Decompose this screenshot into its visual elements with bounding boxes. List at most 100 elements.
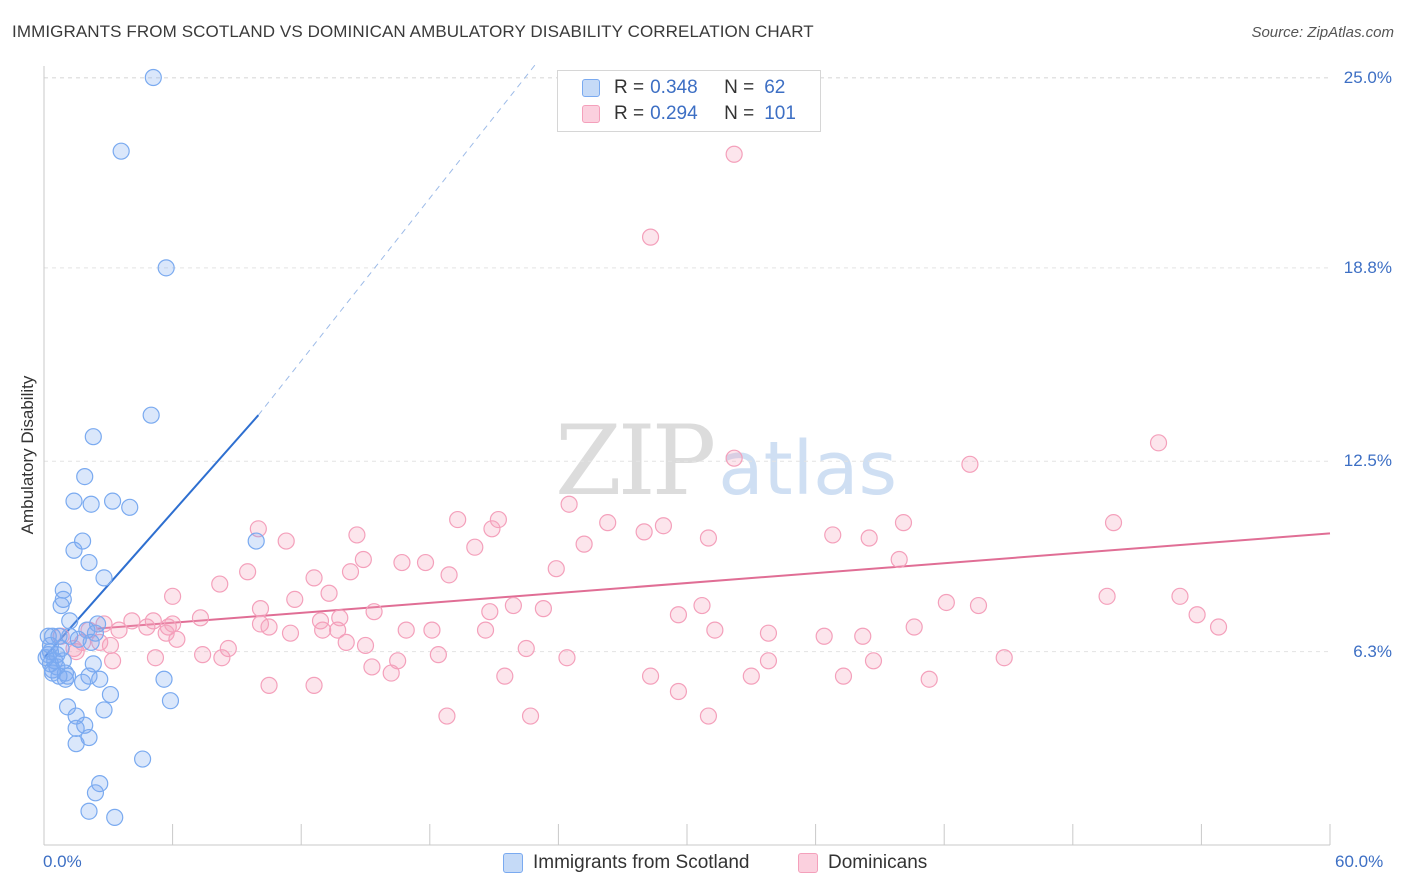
dominicans-point <box>348 526 366 544</box>
dominicans-point <box>337 633 355 651</box>
scotland-point <box>73 673 92 691</box>
dominicans-point <box>144 612 162 630</box>
r-value: 0.348 <box>650 77 698 98</box>
dominicans-point <box>110 621 128 639</box>
dominicans-point <box>496 667 514 685</box>
dominicans-point <box>481 603 499 621</box>
stats-legend: R = 0.348 N = 62 R = 0.294 N = 101 <box>557 70 821 132</box>
dominicans-point <box>641 667 660 685</box>
dominicans-point <box>260 618 278 636</box>
dominicans-point <box>314 621 332 639</box>
dominicans-point <box>286 590 304 609</box>
x-tick-label-min: 0.0% <box>43 852 82 871</box>
dominicans-point <box>191 609 210 627</box>
dominicans-point <box>824 526 842 544</box>
scotland-point <box>91 670 109 688</box>
dominicans-point <box>995 649 1013 667</box>
dominicans-point <box>320 584 338 602</box>
dominicans-point <box>157 624 175 642</box>
scotland-point <box>95 701 113 719</box>
axes <box>43 66 1331 846</box>
dominicans-point <box>168 630 186 648</box>
dominicans-point <box>742 667 760 685</box>
dominicans-point <box>194 646 212 664</box>
dominicans-point <box>905 618 923 636</box>
legend-label-scotland: Immigrants from Scotland <box>533 852 750 873</box>
dominicans-point <box>860 529 878 547</box>
n-value: 62 <box>764 77 786 98</box>
dominicans-point <box>575 535 593 553</box>
dominicans-point <box>1104 514 1123 532</box>
dominicans-point <box>281 624 300 642</box>
dominicans-point <box>815 627 833 645</box>
dominicans-point <box>699 529 718 547</box>
dominicans-point <box>669 606 688 624</box>
scotland-point <box>65 492 83 510</box>
dominicans-point <box>699 707 718 725</box>
dominicans-point <box>382 664 400 682</box>
dominicans-point <box>354 550 372 569</box>
scotland-point <box>121 498 139 516</box>
dominicans-point <box>164 587 182 605</box>
dominicans-point <box>95 615 113 633</box>
dominicans-point <box>521 707 540 725</box>
scotland-point <box>103 492 122 510</box>
dominicans-point <box>558 649 576 667</box>
dominicans-point <box>517 639 535 658</box>
dominicans-point <box>1098 587 1116 605</box>
legend-swatch-scotland <box>503 853 523 873</box>
dominicans-point <box>251 600 270 618</box>
dominicans-point <box>101 636 120 655</box>
x-tick-label-max: 60.0% <box>1335 852 1384 871</box>
scotland-point <box>84 428 102 446</box>
dominicans-point <box>635 523 653 541</box>
scotland-point <box>106 808 124 826</box>
scotland-point <box>91 774 109 793</box>
dominicans-point <box>239 563 257 581</box>
dominicans-point <box>329 621 347 639</box>
legend-swatch-dominicans <box>798 853 818 873</box>
y-tick-label: 12.5% <box>1343 451 1392 471</box>
scotland-point <box>65 541 83 559</box>
dominicans-point <box>103 652 122 670</box>
dominicans-point <box>219 639 237 658</box>
dominicans-point <box>534 600 552 618</box>
dominicans-point <box>834 667 853 685</box>
scotland-point <box>80 667 98 685</box>
dominicans-point <box>305 569 323 587</box>
scotland-point <box>67 735 85 753</box>
scotland-point <box>82 495 100 513</box>
dominicans-point <box>864 652 883 670</box>
dominicans-point <box>466 538 484 556</box>
chart-title: IMMIGRANTS FROM SCOTLAND VS DOMINICAN AM… <box>12 22 814 41</box>
dominicans-point <box>759 624 778 642</box>
dominicans-swatch <box>582 105 600 123</box>
dominicans-point <box>440 566 458 584</box>
r-value: 0.294 <box>650 103 698 124</box>
dominicans-point <box>423 621 441 639</box>
dominicans-point <box>213 649 231 667</box>
dominicans-point <box>560 495 578 513</box>
dominicans-point <box>706 621 724 639</box>
dominicans-point <box>654 517 673 535</box>
dominicans-point <box>669 682 688 701</box>
dominicans-point <box>363 658 381 676</box>
n-value: 101 <box>764 103 796 124</box>
scotland-point <box>142 406 160 424</box>
dominicans-point <box>894 514 913 532</box>
n-label: N = <box>724 77 755 98</box>
dominicans-point <box>1209 618 1228 636</box>
dominicans-point <box>890 550 908 569</box>
grid-lines <box>44 77 1330 653</box>
dominicans-point <box>693 596 711 615</box>
scotland-point <box>101 685 120 704</box>
scotland-point <box>80 553 98 572</box>
dominicans-point <box>725 145 743 163</box>
scotland-point <box>73 532 92 550</box>
dominicans-point <box>438 707 456 725</box>
dominicans-point <box>547 560 565 578</box>
scotland-point <box>155 670 173 688</box>
dominicans-point <box>504 596 522 615</box>
dominicans-point <box>305 676 323 694</box>
dominicans-point <box>138 618 156 636</box>
